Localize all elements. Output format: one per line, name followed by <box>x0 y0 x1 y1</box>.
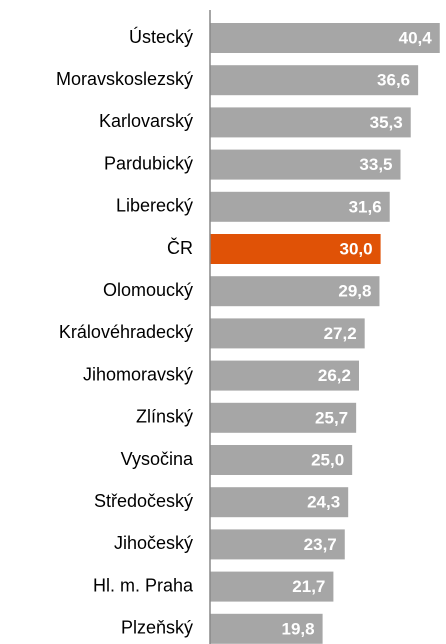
category-label: Plzeňský <box>121 618 193 638</box>
bar <box>210 318 365 349</box>
category-label: ČR <box>167 237 193 258</box>
bar <box>210 402 357 433</box>
bar <box>210 191 390 222</box>
value-label: 35,3 <box>370 113 403 132</box>
value-label: 27,2 <box>324 324 357 343</box>
bar <box>210 571 334 602</box>
bar <box>210 360 359 391</box>
value-label: 25,7 <box>315 408 348 427</box>
category-label: Vysočina <box>121 449 194 469</box>
value-label: 26,2 <box>318 366 351 385</box>
category-label: Karlovarský <box>99 111 193 131</box>
value-label: 24,3 <box>307 493 340 512</box>
bar <box>210 529 345 560</box>
category-label: Jihomoravský <box>83 364 193 384</box>
category-label: Hl. m. Praha <box>93 575 194 595</box>
value-label: 21,7 <box>292 577 325 596</box>
category-label: Zlínský <box>136 407 193 427</box>
value-label: 25,0 <box>311 450 344 469</box>
value-label: 33,5 <box>359 155 392 174</box>
bar <box>210 276 380 307</box>
bar <box>210 234 381 264</box>
category-label: Královéhradecký <box>59 322 193 342</box>
category-label: Pardubický <box>104 153 193 173</box>
bar <box>210 149 401 180</box>
bar <box>210 23 440 53</box>
value-label: 40,4 <box>399 28 433 47</box>
bar <box>210 487 349 518</box>
value-label: 30,0 <box>340 239 373 258</box>
category-label: Středočeský <box>94 491 193 511</box>
value-label: 31,6 <box>349 197 382 216</box>
bar <box>210 65 419 96</box>
category-label: Jihočeský <box>114 533 193 553</box>
bar <box>210 613 323 644</box>
category-label: Moravskoslezský <box>56 69 193 89</box>
value-label: 36,6 <box>377 71 410 90</box>
bar <box>210 107 411 138</box>
bar <box>210 445 353 475</box>
category-label: Liberecký <box>116 196 193 216</box>
value-label: 19,8 <box>282 619 315 638</box>
value-label: 23,7 <box>304 535 337 554</box>
value-label: 29,8 <box>338 282 371 301</box>
category-label: Ústecký <box>129 26 193 47</box>
category-label: Olomoucký <box>103 280 193 300</box>
